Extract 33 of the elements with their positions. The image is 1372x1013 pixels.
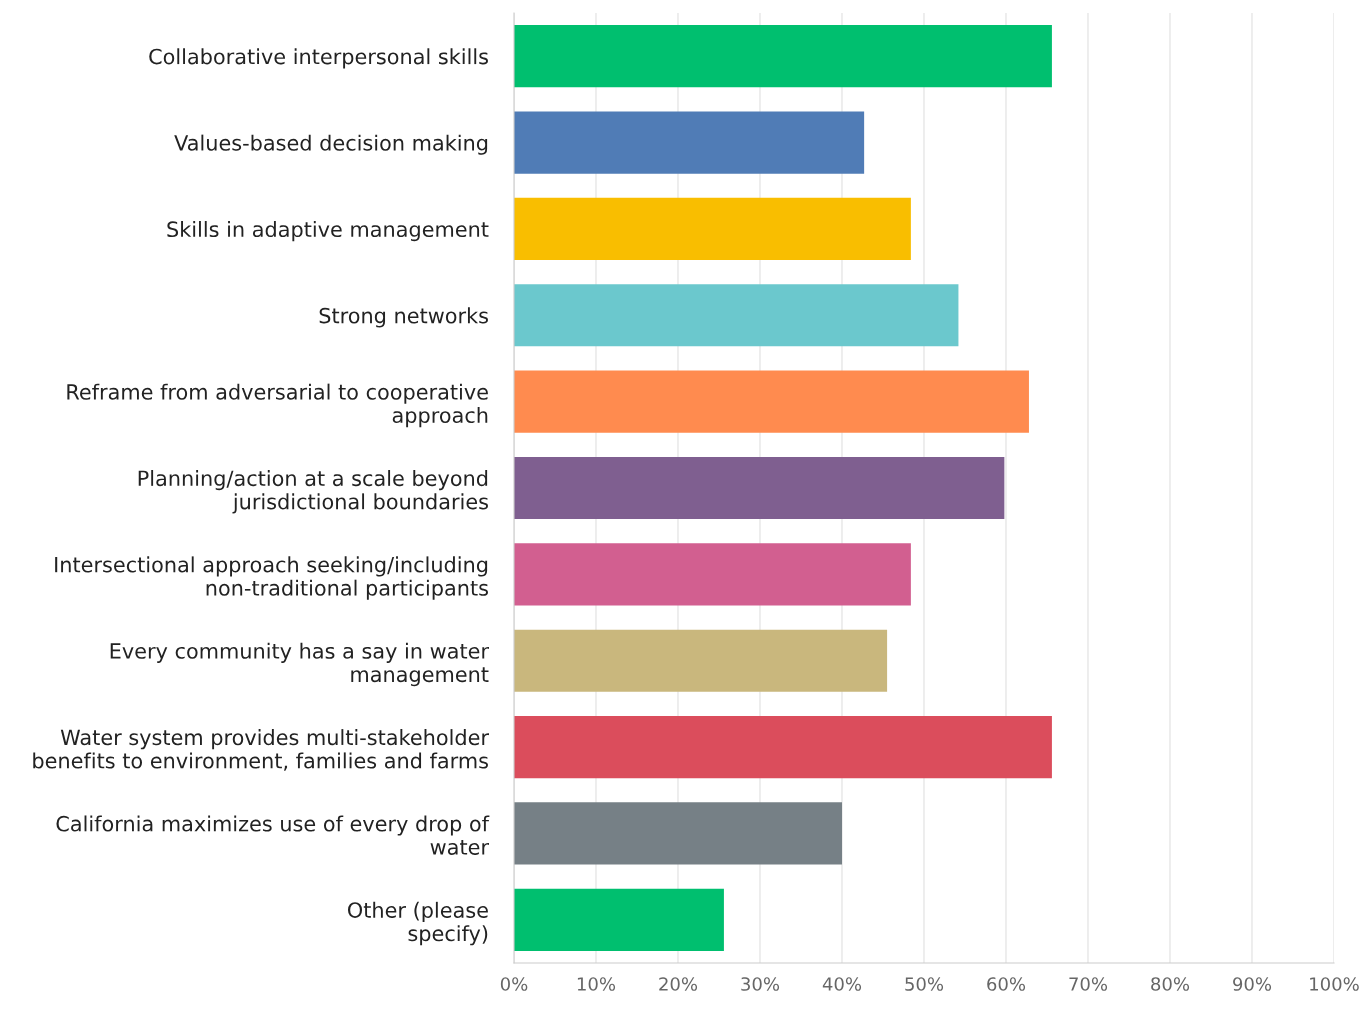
- y-tick-label: Reframe from adversarial to cooperative approach: [67, 383, 488, 428]
- y-tick-label: Values-based decision making: [174, 134, 488, 155]
- x-tick-label: 0%: [500, 977, 528, 991]
- x-tick-label: 100%: [1310, 977, 1359, 991]
- y-tick-label: Intersectional approach seeking/including non-traditional participants: [55, 556, 488, 600]
- x-tick-label: 80%: [1151, 977, 1190, 991]
- bar: [514, 111, 865, 174]
- y-tick-label: Strong networks: [319, 307, 488, 328]
- y-tick-label: Planning/action at a scale beyond jurisdictional boundaries: [138, 470, 488, 514]
- bar: [514, 456, 1005, 520]
- y-tick-label: Collaborative interpersonal skills: [149, 48, 488, 69]
- y-tick-label: Skills in adaptive management: [167, 220, 489, 242]
- bar: [514, 25, 1052, 88]
- bar: [514, 716, 1052, 779]
- x-tick-label: 30%: [741, 977, 780, 991]
- x-tick-label: 10%: [577, 977, 616, 991]
- bar: [514, 802, 842, 865]
- bar: [514, 197, 911, 260]
- y-tick-label: Water system provides multi-stakeholder benefits to environment, families and farms: [33, 729, 489, 771]
- y-tick-label: California maximizes use of every drop of water: [56, 815, 490, 855]
- bar: [514, 629, 888, 692]
- bar: [514, 284, 959, 347]
- x-tick-label: 50%: [905, 977, 944, 991]
- y-tick-label: Other (please specify): [347, 901, 488, 946]
- bar: [514, 370, 1029, 433]
- bar: [514, 543, 911, 606]
- bar: [514, 888, 724, 951]
- y-tick-label: Every community has a say in water management: [110, 642, 490, 687]
- x-tick-label: 40%: [822, 977, 862, 991]
- x-tick-label: 90%: [1233, 977, 1272, 991]
- x-tick-label: 70%: [1069, 977, 1108, 991]
- x-tick-label: 20%: [659, 977, 698, 991]
- x-tick-label: 60%: [987, 977, 1026, 991]
